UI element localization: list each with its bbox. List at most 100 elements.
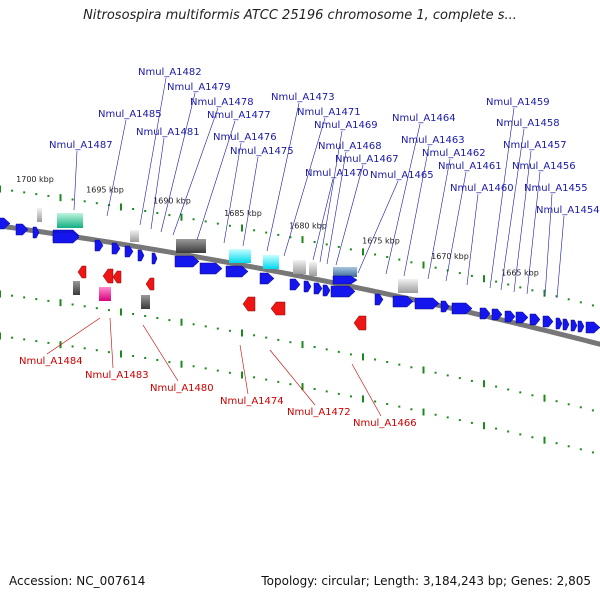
forward-gene (322, 284, 331, 297)
forward-leader-line (544, 193, 553, 297)
reverse-gene (242, 296, 256, 312)
forward-gene (32, 226, 40, 239)
kbp-label: 1695 kbp (86, 186, 124, 195)
colored-feature (37, 208, 42, 222)
gene-labels: Nmul_A1487 Nmul_A1485 Nmul_A1482 Nmul_A1481… (19, 67, 600, 429)
forward-leader-line (150, 137, 165, 230)
reverse-leader-line (142, 324, 179, 382)
forward-gene-label: Nmul_A1479 (167, 82, 231, 93)
forward-gene-label: Nmul_A1468 (318, 141, 382, 152)
kbp-label: 1680 kbp (289, 222, 327, 231)
forward-gene-label: Nmul_A1478 (190, 97, 254, 108)
forward-gene-label: Nmul_A1464 (392, 113, 456, 124)
forward-gene-label: Nmul_A1471 (297, 107, 361, 118)
forward-leader-line (106, 119, 127, 217)
forward-leader-line (445, 171, 467, 282)
colored-feature (309, 262, 317, 276)
forward-leader-line (357, 180, 399, 274)
forward-leader-line (73, 150, 78, 211)
reverse-gene (145, 277, 155, 291)
forward-gene-label: Nmul_A1482 (138, 67, 202, 78)
kbp-label: 1690 kbp (153, 197, 191, 206)
reverse-gene-label: Nmul_A1472 (287, 407, 351, 418)
forward-gene (0, 217, 11, 230)
forward-leader-line (466, 193, 479, 286)
forward-leader-line (283, 117, 326, 257)
forward-gene (111, 242, 121, 255)
reverse-leader-line (351, 363, 382, 417)
forward-gene (124, 245, 134, 258)
forward-gene (585, 321, 600, 334)
colored-feature (57, 213, 83, 228)
forward-leader-line (160, 92, 196, 233)
forward-gene-label: Nmul_A1485 (98, 109, 162, 120)
forward-gene-label: Nmul_A1476 (213, 132, 277, 143)
forward-gene (440, 300, 450, 313)
colored-feature (293, 260, 306, 274)
forward-leader-line (266, 102, 300, 252)
reverse-colored-feature (99, 287, 111, 301)
reverse-gene (102, 268, 114, 284)
forward-leader-line (489, 107, 515, 289)
reverse-leader-line (46, 317, 101, 355)
forward-gene (451, 302, 473, 315)
label-leader-lines (46, 77, 565, 417)
forward-leader-line (403, 145, 430, 277)
topology-summary: Topology: circular; Length: 3,184,243 bp… (261, 574, 591, 588)
forward-gene (555, 317, 563, 330)
forward-gene-label: Nmul_A1456 (512, 161, 576, 172)
forward-gene (137, 249, 145, 262)
forward-gene-label: Nmul_A1481 (136, 127, 200, 138)
reverse-colored-feature (141, 295, 150, 309)
forward-gene (577, 320, 585, 333)
reverse-gene-label: Nmul_A1483 (85, 370, 149, 381)
forward-gene (392, 295, 414, 308)
forward-gene-label: Nmul_A1457 (503, 140, 567, 151)
forward-gene-label: Nmul_A1487 (49, 140, 113, 151)
forward-gene (491, 308, 503, 321)
forward-gene-label: Nmul_A1458 (496, 118, 560, 129)
forward-leader-line (196, 120, 236, 241)
colored-feature (333, 267, 357, 277)
forward-leader-line (427, 158, 451, 280)
forward-gene-label: Nmul_A1463 (401, 135, 465, 146)
forward-gene (332, 275, 358, 285)
forward-leader-line (526, 171, 541, 295)
reverse-gene-label: Nmul_A1474 (220, 396, 284, 407)
kbp-label: 1665 kbp (501, 268, 539, 277)
gene-features (0, 208, 600, 334)
forward-gene-label: Nmul_A1469 (314, 120, 378, 131)
forward-leader-line (500, 128, 525, 291)
forward-gene-label: Nmul_A1454 (536, 205, 600, 216)
reverse-leader-line (239, 344, 249, 395)
forward-gene (52, 231, 80, 244)
forward-gene-label: Nmul_A1462 (422, 148, 486, 159)
reverse-gene (77, 265, 87, 279)
backbone-curve (0, 223, 600, 347)
colored-feature (176, 239, 206, 253)
reverse-leader-line (109, 317, 114, 369)
forward-leader-line (242, 156, 259, 247)
kbp-label: 1670 kbp (431, 252, 469, 261)
colored-feature (398, 279, 418, 293)
forward-gene-label: Nmul_A1459 (486, 97, 550, 108)
forward-leader-line (326, 151, 347, 265)
reverse-gene-label: Nmul_A1466 (353, 418, 417, 429)
forward-gene (570, 319, 578, 332)
map-title: Nitrosospira multiformis ATCC 25196 chro… (83, 8, 517, 23)
forward-gene-label: Nmul_A1470 (305, 168, 369, 179)
forward-gene-label: Nmul_A1477 (207, 110, 271, 121)
forward-leader-line (172, 107, 219, 236)
forward-gene (94, 239, 104, 252)
forward-gene (199, 262, 223, 275)
forward-leader-line (513, 150, 532, 293)
forward-gene (542, 315, 554, 328)
reverse-gene-label: Nmul_A1484 (19, 356, 83, 367)
kbp-label: 1675 kbp (362, 237, 400, 246)
colored-feature (130, 230, 139, 242)
forward-gene (529, 313, 541, 326)
accession-text: Accession: NC_007614 (9, 574, 146, 588)
kbp-label: 1700 kbp (16, 175, 54, 184)
forward-gene (414, 297, 440, 310)
